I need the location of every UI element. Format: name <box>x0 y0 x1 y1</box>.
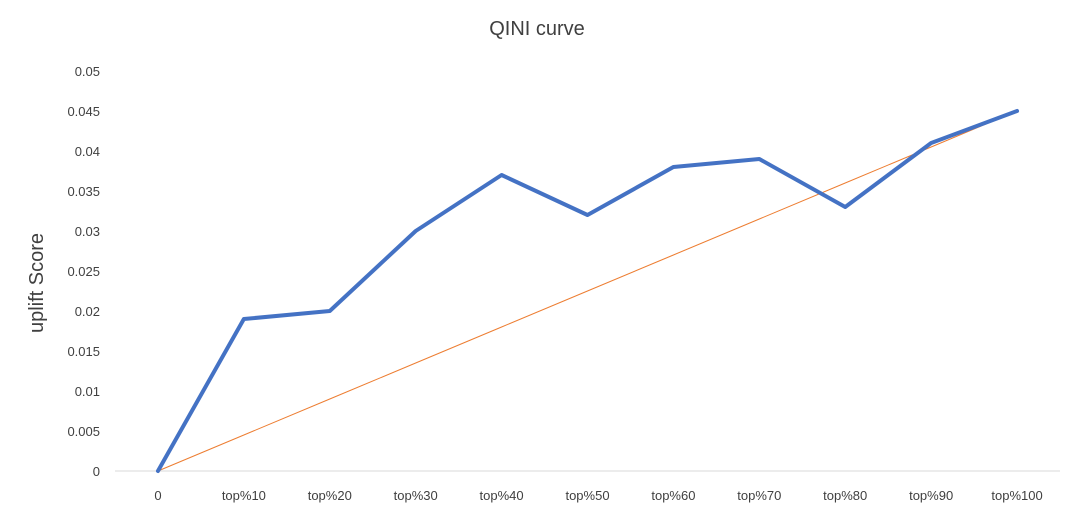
y-tick-label: 0.035 <box>67 184 100 199</box>
x-tick-label: top%60 <box>651 488 695 503</box>
y-tick-label: 0.015 <box>67 344 100 359</box>
x-tick-label: top%10 <box>222 488 266 503</box>
y-tick-label: 0.02 <box>75 304 100 319</box>
chart-title: QINI curve <box>489 18 585 40</box>
y-tick-label: 0.05 <box>75 64 100 79</box>
y-tick-label: 0.03 <box>75 224 100 239</box>
y-tick-label: 0.04 <box>75 144 100 159</box>
x-tick-label: top%90 <box>909 488 953 503</box>
x-tick-label: top%100 <box>991 488 1042 503</box>
x-tick-label: top%80 <box>823 488 867 503</box>
y-tick-label: 0.045 <box>67 104 100 119</box>
y-tick-label: 0.005 <box>67 424 100 439</box>
x-tick-label: top%40 <box>480 488 524 503</box>
x-tick-label: top%30 <box>394 488 438 503</box>
x-tick-label: top%70 <box>737 488 781 503</box>
y-tick-label: 0.025 <box>67 264 100 279</box>
y-tick-label: 0 <box>93 464 100 479</box>
y-axis-ticks: 0 0.005 0.01 0.015 0.02 0.025 0.03 0.035 0.04 0.0… <box>67 64 100 479</box>
y-tick-label: 0.01 <box>75 384 100 399</box>
y-axis-label: uplift Score <box>26 233 48 333</box>
series-layer <box>155 109 1020 473</box>
x-tick-label: top%20 <box>308 488 352 503</box>
x-axis-ticks: 0 top%10 top%20 top%30 top%40 top%50 top%60 top… <box>154 488 1042 503</box>
x-tick-label: top%50 <box>565 488 609 503</box>
x-tick-label: 0 <box>154 488 161 503</box>
